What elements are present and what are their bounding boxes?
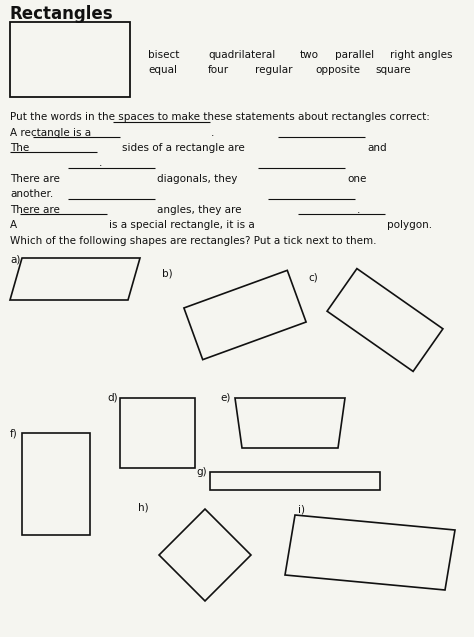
Text: opposite: opposite [315, 65, 360, 75]
Text: one: one [347, 174, 366, 184]
Text: bisect: bisect [148, 50, 179, 60]
Text: Rectangles: Rectangles [10, 5, 114, 23]
Text: The: The [10, 143, 29, 153]
Text: quadrilateral: quadrilateral [208, 50, 275, 60]
Text: h): h) [138, 502, 149, 512]
Text: regular: regular [255, 65, 292, 75]
Text: a): a) [10, 255, 20, 265]
Text: .: . [99, 158, 102, 168]
Text: e): e) [220, 393, 230, 403]
Text: d): d) [107, 393, 118, 403]
Text: g): g) [196, 467, 207, 477]
Text: A rectangle is a: A rectangle is a [10, 128, 91, 138]
Text: There are: There are [10, 205, 60, 215]
Text: another.: another. [10, 189, 53, 199]
Text: polygon.: polygon. [387, 220, 432, 230]
Text: c): c) [308, 272, 318, 282]
Text: right angles: right angles [390, 50, 453, 60]
Text: square: square [375, 65, 410, 75]
Text: and: and [367, 143, 387, 153]
Text: diagonals, they: diagonals, they [157, 174, 237, 184]
Text: .: . [357, 205, 360, 215]
Text: Put the words in the spaces to make these statements about rectangles correct:: Put the words in the spaces to make thes… [10, 112, 430, 122]
Text: b): b) [162, 268, 173, 278]
Text: Which of the following shapes are rectangles? Put a tick next to them.: Which of the following shapes are rectan… [10, 236, 376, 246]
Text: There are: There are [10, 174, 60, 184]
Text: equal: equal [148, 65, 177, 75]
Text: .: . [211, 128, 214, 138]
Text: f): f) [10, 428, 18, 438]
Text: i): i) [298, 505, 305, 515]
Text: four: four [208, 65, 229, 75]
Text: two: two [300, 50, 319, 60]
Text: A: A [10, 220, 17, 230]
Text: is a special rectangle, it is a: is a special rectangle, it is a [109, 220, 255, 230]
Text: sides of a rectangle are: sides of a rectangle are [122, 143, 245, 153]
Text: angles, they are: angles, they are [157, 205, 241, 215]
Text: parallel: parallel [335, 50, 374, 60]
